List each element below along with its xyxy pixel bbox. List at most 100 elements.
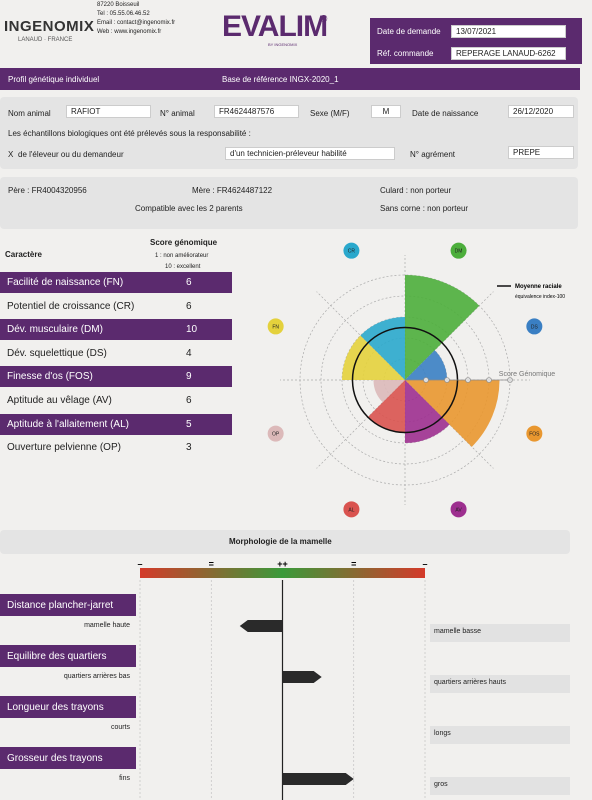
logo-sub: LANAUD · FRANCE xyxy=(18,37,73,43)
badge xyxy=(267,425,284,442)
low-label: mamelle haute xyxy=(84,622,130,629)
trait-name: Potentiel de croissance (CR) xyxy=(7,300,135,312)
scale-note: 10 : excellent xyxy=(165,264,201,270)
value: REPERAGE LANAUD-6262 xyxy=(451,47,566,60)
banner-left: Profil génétique individuel xyxy=(8,75,100,84)
sector xyxy=(405,380,500,447)
label: Réf. commande xyxy=(377,49,434,58)
row-name: Grosseur des trayons xyxy=(7,753,103,764)
sector xyxy=(405,350,447,380)
axis-dot xyxy=(465,377,471,383)
trait-name: Finesse d'os (FOS) xyxy=(7,371,93,383)
badge-label: AL xyxy=(348,507,354,513)
trait-name: Ouverture pelvienne (OP) xyxy=(7,442,121,454)
scale-label: = xyxy=(351,559,356,569)
badge-label: CR xyxy=(348,249,356,255)
sector xyxy=(405,275,480,380)
badge xyxy=(343,501,360,518)
high-box xyxy=(430,624,570,642)
trait-score: 6 xyxy=(186,300,192,312)
brand-mark: ® xyxy=(320,14,328,25)
scale-label: – xyxy=(422,559,427,569)
trait-score: 10 xyxy=(186,324,198,336)
badge-label: FN xyxy=(272,324,279,330)
sector xyxy=(342,335,405,380)
scale-note: 1 : non améliorateur xyxy=(155,253,209,259)
trait-name: Dév. squelettique (DS) xyxy=(7,347,107,359)
address-line: Email : contact@ingenomix.fr xyxy=(97,20,176,26)
row-label xyxy=(0,696,136,718)
trait-score: 6 xyxy=(186,395,192,406)
label: N° agrément xyxy=(410,150,455,159)
row-name: Distance plancher-jarret xyxy=(7,600,114,611)
value: FR4624487576 xyxy=(214,105,299,118)
badge xyxy=(343,242,360,259)
label: Nom animal xyxy=(8,109,51,118)
high-label: gros xyxy=(434,781,448,788)
label: Date de naissance xyxy=(412,109,479,118)
trait-name: Facilité de naissance (FN) xyxy=(7,277,124,288)
row-band xyxy=(0,319,232,341)
legend-sub: équivalence index-100 xyxy=(515,294,565,300)
value: M xyxy=(371,105,401,118)
legend-title: Moyenne raciale xyxy=(515,284,562,290)
sector xyxy=(367,380,405,433)
scale-bar xyxy=(140,568,425,578)
table-header: Caractère xyxy=(5,250,42,259)
row-band xyxy=(0,272,232,293)
logo: INGENOMIX xyxy=(4,18,95,35)
text: Sans corne : non porteur xyxy=(380,204,469,213)
text: Père : FR4004320956 xyxy=(8,186,87,195)
axis-dot xyxy=(444,377,450,383)
text: Les échantillons biologiques ont été pré… xyxy=(8,129,251,138)
morph-title: Morphologie de la mamelle xyxy=(229,537,332,546)
trait-score: 3 xyxy=(186,442,192,454)
row-band xyxy=(0,366,232,388)
text: Mère : FR4624487122 xyxy=(192,186,273,195)
high-label: longs xyxy=(434,730,451,737)
badge xyxy=(526,425,543,442)
row-name: Longueur des trayons xyxy=(7,702,104,713)
row-label xyxy=(0,747,136,769)
label: Date de demande xyxy=(377,27,441,36)
morph-bar xyxy=(0,530,570,554)
badge-label: DM xyxy=(455,249,463,255)
arrow xyxy=(282,773,354,785)
option: d'un technicien-préleveur habilité xyxy=(225,147,395,160)
scale-label: – xyxy=(137,559,142,569)
high-box xyxy=(430,777,570,795)
arrow xyxy=(282,671,322,683)
trait-name: Aptitude au vêlage (AV) xyxy=(7,395,112,406)
axis-label: Score Génomique xyxy=(499,371,556,378)
scale-label: ++ xyxy=(277,559,288,569)
banner xyxy=(0,68,580,90)
value: RAFIOT xyxy=(66,105,151,118)
badge xyxy=(267,318,284,335)
value: 26/12/2020 xyxy=(508,105,574,118)
text: Culard : non porteur xyxy=(380,186,452,195)
label: Sexe (M/F) xyxy=(310,109,350,118)
row-label xyxy=(0,645,136,667)
label: N° animal xyxy=(160,109,195,118)
text: Compatible avec les 2 parents xyxy=(135,204,243,213)
high-label: mamelle basse xyxy=(434,628,482,635)
axis-dot xyxy=(423,377,429,383)
check: X xyxy=(8,150,14,159)
badge-label: FOS xyxy=(529,432,540,438)
badge xyxy=(450,501,467,518)
table-header: Score génomique xyxy=(150,238,218,247)
trait-score: 5 xyxy=(186,418,192,430)
trait-score: 6 xyxy=(186,277,192,288)
high-box xyxy=(430,675,570,693)
arrow xyxy=(239,620,283,632)
axis-dot xyxy=(507,377,513,383)
badge-label: DS xyxy=(531,324,539,330)
banner-right: Base de référence INGX-2020_1 xyxy=(222,75,339,84)
row-name: Equilibre des quartiers xyxy=(7,651,107,662)
scale-label: = xyxy=(209,559,214,569)
row-label xyxy=(0,594,136,616)
trait-score: 9 xyxy=(186,371,192,383)
address-line: Web : www.ingenomix.fr xyxy=(97,29,162,35)
